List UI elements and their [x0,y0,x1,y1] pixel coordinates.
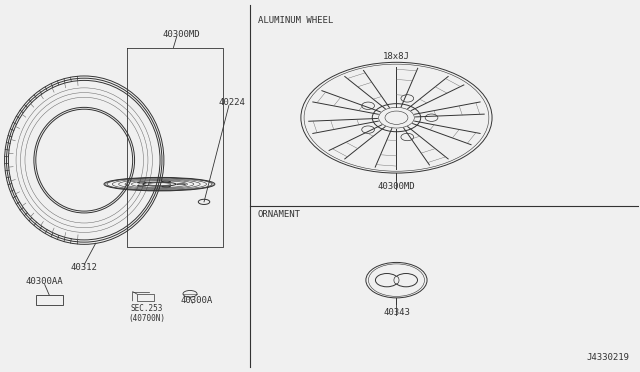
Text: 40300MD: 40300MD [378,182,415,191]
Text: 18x8J: 18x8J [383,52,410,61]
Ellipse shape [393,276,400,284]
Bar [137,294,154,301]
Bar [36,295,63,305]
Text: 40343: 40343 [383,308,410,317]
Text: 40300A: 40300A [181,296,213,305]
Text: SEC.253
(40700N): SEC.253 (40700N) [128,304,165,323]
Text: J4330219: J4330219 [586,353,629,362]
Text: 40300MD: 40300MD [163,30,200,39]
Text: 40224: 40224 [219,99,246,108]
Text: ALUMINUM WHEEL: ALUMINUM WHEEL [257,16,333,25]
Text: ORNAMENT: ORNAMENT [257,210,301,219]
Text: 40312: 40312 [71,263,98,272]
Text: 40300AA: 40300AA [26,278,63,286]
